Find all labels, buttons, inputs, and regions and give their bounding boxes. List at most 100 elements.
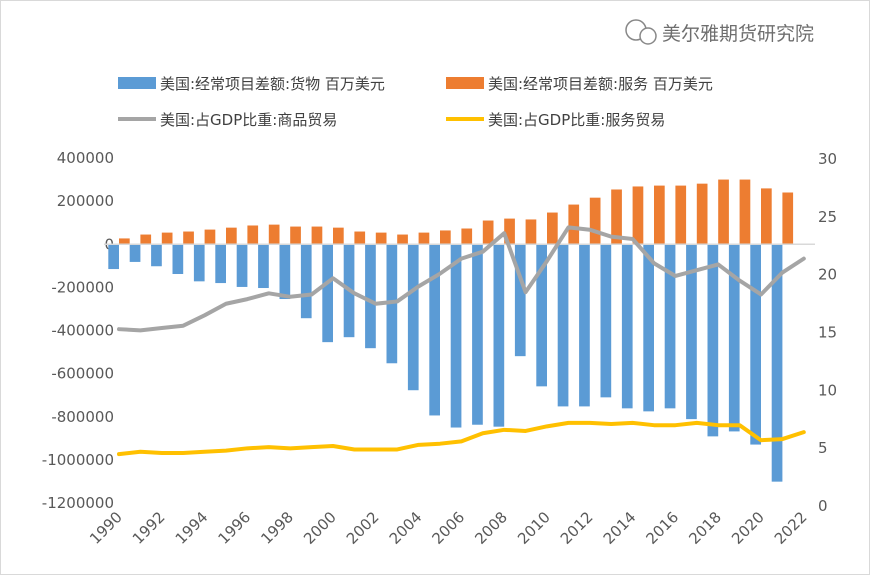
services-bar (226, 227, 237, 245)
left-axis-tick: -200000 (51, 278, 114, 296)
left-axis-tick: 200000 (57, 192, 114, 210)
legend-label: 美国:经常项目差额:货物 百万美元 (160, 75, 385, 93)
goods-bar (472, 244, 483, 425)
x-axis-tick: 2000 (300, 508, 340, 548)
goods-bar (236, 244, 248, 287)
services-bar (418, 232, 430, 245)
services-share-line (117, 420, 806, 457)
x-axis-tick: 2022 (771, 508, 811, 548)
legend-swatch (446, 77, 484, 89)
left-axis-tick: -1000000 (42, 451, 114, 469)
right-axis-tick: 15 (818, 324, 837, 342)
services-bar (782, 192, 794, 245)
x-axis-tick: 1998 (257, 508, 297, 548)
services-bar (589, 197, 601, 245)
goods-bar (600, 244, 612, 398)
services-bar (568, 204, 580, 245)
services-bar (354, 231, 366, 245)
goods-bar (172, 244, 184, 275)
x-axis-tick: 1992 (129, 508, 169, 548)
x-axis-tick: 2004 (386, 508, 426, 548)
services-bar (183, 231, 194, 245)
x-axis-tick: 2008 (471, 508, 511, 548)
goods-bar (258, 244, 269, 289)
services-bar (161, 232, 173, 245)
x-axis-tick: 1996 (214, 508, 254, 548)
services-bar (611, 189, 622, 245)
left-axis-tick: -800000 (51, 408, 114, 426)
goods-bar (771, 244, 783, 482)
goods-bar (621, 244, 633, 409)
watermark-text: 美尔雅期货研究院 (662, 23, 814, 45)
goods-bar (643, 244, 654, 412)
services-bar (482, 220, 494, 245)
services-bar (718, 179, 729, 245)
legend-label: 美国:占GDP比重:商品贸易 (160, 111, 337, 129)
x-axis-tick: 1990 (86, 508, 126, 548)
services-bar (525, 219, 537, 245)
x-axis-tick: 2014 (600, 508, 640, 548)
left-axis-tick: -400000 (51, 322, 114, 340)
legend-swatch (118, 77, 156, 89)
right-axis-tick: 5 (818, 439, 828, 457)
x-axis-tick: 2002 (343, 508, 383, 548)
services-bar (375, 232, 387, 245)
goods-bar (429, 244, 440, 416)
goods-bar (322, 244, 333, 343)
x-axis-tick: 1994 (172, 508, 212, 548)
services-bar (632, 186, 644, 245)
x-axis-tick: 2018 (685, 508, 725, 548)
goods-bar (557, 244, 569, 407)
services-bar (268, 224, 280, 245)
legend-label: 美国:占GDP比重:服务贸易 (488, 111, 665, 129)
goods-bar (707, 244, 719, 437)
goods-bar (108, 244, 119, 270)
right-axis-tick: 10 (818, 381, 837, 399)
goods-share-line (117, 225, 806, 333)
goods-bar (664, 244, 676, 409)
goods-bar (514, 244, 526, 357)
goods-bar (365, 244, 376, 349)
x-axis-tick: 2012 (557, 508, 597, 548)
goods-bar (129, 244, 141, 262)
goods-bar (579, 244, 590, 407)
services-bar (761, 188, 772, 245)
services-bar (290, 226, 301, 245)
left-axis-tick: 400000 (57, 149, 114, 167)
goods-bar (493, 244, 505, 427)
services-bar (140, 234, 152, 245)
services-bar (204, 229, 216, 245)
right-axis-tick: 30 (818, 150, 837, 168)
services-bar (547, 212, 558, 245)
services-bar (461, 228, 473, 245)
goods-bar (215, 244, 226, 284)
right-axis-tick: 0 (818, 497, 828, 515)
goods-bar (536, 244, 547, 387)
services-bar (696, 183, 708, 245)
services-bar (739, 179, 751, 245)
services-bar (333, 227, 344, 245)
x-axis-tick: 2016 (642, 508, 682, 548)
services-bar (654, 185, 665, 245)
goods-bar (750, 244, 761, 445)
services-bar (675, 185, 687, 245)
wechat-icon-bubble (639, 27, 657, 45)
goods-bar (450, 244, 462, 428)
goods-bar (686, 244, 697, 420)
services-bar (119, 238, 130, 245)
services-bar (247, 225, 259, 245)
goods-bar (279, 244, 291, 300)
legend-label: 美国:经常项目差额:服务 百万美元 (488, 75, 713, 93)
goods-bar (407, 244, 419, 391)
services-bar (311, 226, 323, 245)
x-axis-tick: 2020 (728, 508, 768, 548)
services-bar (440, 230, 451, 245)
goods-bar (193, 244, 205, 282)
left-axis-tick: -1200000 (42, 494, 114, 512)
goods-bar (728, 244, 740, 432)
right-axis-tick: 25 (818, 208, 837, 226)
x-axis-tick: 2006 (428, 508, 468, 548)
services-bar (397, 234, 408, 245)
right-axis-tick: 20 (818, 266, 837, 284)
